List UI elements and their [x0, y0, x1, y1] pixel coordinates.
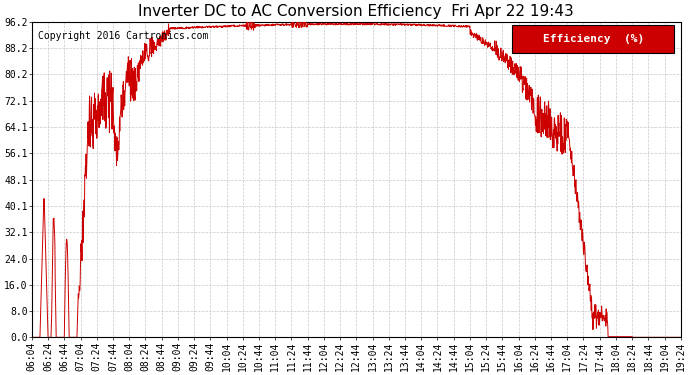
Title: Inverter DC to AC Conversion Efficiency  Fri Apr 22 19:43: Inverter DC to AC Conversion Efficiency …: [139, 4, 574, 19]
FancyBboxPatch shape: [512, 25, 674, 53]
Text: Copyright 2016 Cartronics.com: Copyright 2016 Cartronics.com: [39, 31, 208, 41]
Text: Efficiency  (%): Efficiency (%): [542, 34, 644, 44]
